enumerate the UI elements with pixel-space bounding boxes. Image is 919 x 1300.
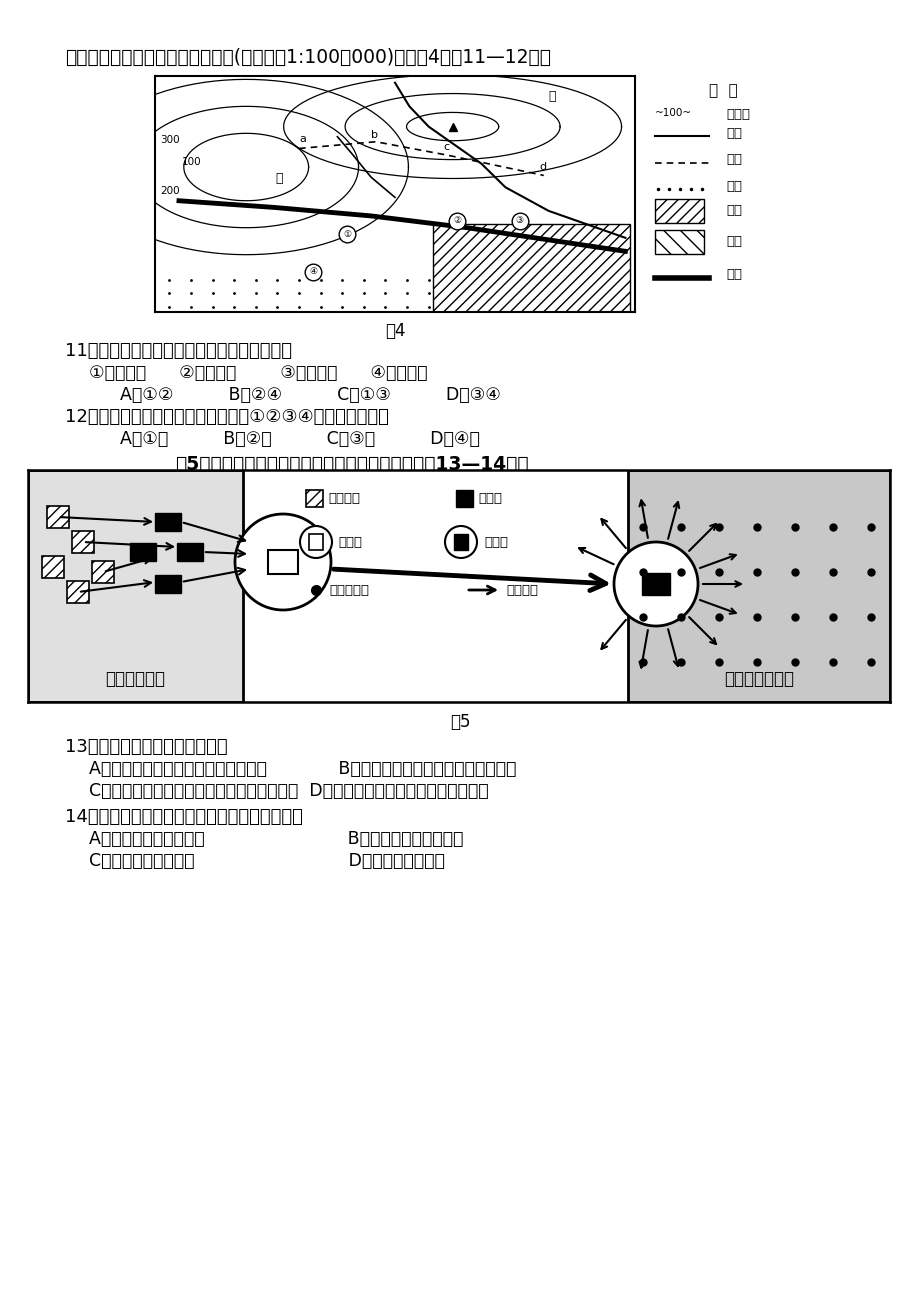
Text: 沙滩: 沙滩 bbox=[726, 179, 742, 192]
Text: 西部铜矿产区: 西部铜矿产区 bbox=[105, 670, 165, 688]
Bar bbox=[154, 514, 181, 530]
Text: 12．甲镇计划修建一个港口，在图中①②③④四处最合理的是: 12．甲镇计划修建一个港口，在图中①②③④四处最合理的是 bbox=[65, 408, 389, 426]
Text: 粗炼厂: 粗炼厂 bbox=[337, 536, 361, 549]
Circle shape bbox=[613, 542, 698, 627]
Bar bbox=[628, 471, 889, 702]
Text: 下图是我国东南沿海某城镇规划图(比例尺为1:100，000)。读图4回答11—12题。: 下图是我国东南沿海某城镇规划图(比例尺为1:100，000)。读图4回答11—1… bbox=[65, 48, 550, 68]
Bar bbox=[309, 534, 323, 550]
Text: a: a bbox=[299, 134, 305, 144]
Text: d: d bbox=[539, 162, 546, 173]
Text: 图5为美国铜矿资源开发布局指向示意图，读图回答13—14题。: 图5为美国铜矿资源开发布局指向示意图，读图回答13—14题。 bbox=[175, 455, 528, 474]
Text: A．加强加工厂之间联系                          B．加强与精炼厂的协作: A．加强加工厂之间联系 B．加强与精炼厂的协作 bbox=[78, 829, 463, 848]
Text: 200: 200 bbox=[160, 186, 179, 196]
Text: 精炼厂: 精炼厂 bbox=[483, 536, 507, 549]
Text: 采矿地点: 采矿地点 bbox=[328, 491, 359, 504]
Bar bbox=[42, 556, 64, 578]
Bar bbox=[67, 581, 89, 603]
Text: 铜材加工厂: 铜材加工厂 bbox=[329, 584, 369, 597]
Text: ④: ④ bbox=[309, 266, 317, 276]
Bar bbox=[130, 543, 156, 562]
Text: 甲: 甲 bbox=[275, 172, 282, 185]
Text: 城镇: 城镇 bbox=[726, 204, 742, 217]
Text: 乙: 乙 bbox=[548, 90, 555, 103]
Text: 公路: 公路 bbox=[726, 153, 742, 166]
Text: 图5: 图5 bbox=[449, 712, 470, 731]
Text: A．原料指向型工业和市场指向型工业             B．动力指向型工业和原料指向型工业: A．原料指向型工业和市场指向型工业 B．动力指向型工业和原料指向型工业 bbox=[78, 760, 516, 777]
Circle shape bbox=[234, 514, 331, 610]
Text: 等高线: 等高线 bbox=[726, 108, 750, 121]
Bar bbox=[641, 573, 669, 595]
Text: 东部铜材消费区: 东部铜材消费区 bbox=[723, 670, 793, 688]
Circle shape bbox=[300, 526, 332, 558]
Text: A．①处          B．②处          C．③处          D．④处: A．①处 B．②处 C．③处 D．④处 bbox=[98, 430, 480, 448]
Text: ①: ① bbox=[343, 230, 351, 239]
Text: ③: ③ bbox=[516, 217, 523, 225]
Text: 乡村: 乡村 bbox=[726, 235, 742, 248]
Bar bbox=[654, 199, 704, 222]
Bar bbox=[306, 490, 323, 507]
Text: 选矿厂: 选矿厂 bbox=[478, 491, 502, 504]
Bar bbox=[176, 543, 203, 562]
Text: ~100~: ~100~ bbox=[654, 108, 692, 117]
Polygon shape bbox=[433, 225, 630, 312]
Text: A．①②          B．②④          C．①③          D．③④: A．①② B．②④ C．①③ D．③④ bbox=[98, 386, 500, 404]
Bar bbox=[47, 506, 69, 528]
Text: 100: 100 bbox=[181, 157, 201, 168]
Bar bbox=[72, 530, 94, 552]
Text: 图  例: 图 例 bbox=[709, 83, 737, 99]
Bar bbox=[154, 575, 181, 593]
Text: 14．大量铜材加工厂布局在精炼厂附近，有利于: 14．大量铜材加工厂布局在精炼厂附近，有利于 bbox=[65, 809, 302, 826]
Text: 13．铜粗炼厂和精炼厂分别属于: 13．铜粗炼厂和精炼厂分别属于 bbox=[65, 738, 227, 757]
Text: 图4: 图4 bbox=[384, 322, 404, 341]
Bar bbox=[92, 562, 114, 582]
Text: c: c bbox=[443, 142, 448, 152]
Bar bbox=[654, 230, 704, 254]
Circle shape bbox=[445, 526, 476, 558]
Bar bbox=[456, 490, 472, 507]
Bar bbox=[453, 534, 468, 550]
Text: b: b bbox=[370, 130, 378, 140]
Text: C．扩大总体生产能力                            D．降低劳动力成本: C．扩大总体生产能力 D．降低劳动力成本 bbox=[78, 852, 445, 870]
Text: C．动力指向型工业和廉价劳动力指向型工业  D．原料指向型工业和技术指向型工业: C．动力指向型工业和廉价劳动力指向型工业 D．原料指向型工业和技术指向型工业 bbox=[78, 783, 488, 800]
Text: ②: ② bbox=[453, 217, 461, 225]
Text: 300: 300 bbox=[160, 135, 179, 146]
Bar bbox=[267, 550, 298, 575]
Text: 运输方向: 运输方向 bbox=[505, 584, 538, 597]
Text: ①穿越河流      ②临近港湾        ③穿越城区      ④坡度太大: ①穿越河流 ②临近港湾 ③穿越城区 ④坡度太大 bbox=[78, 364, 427, 382]
Bar bbox=[28, 471, 243, 702]
Text: 铁路: 铁路 bbox=[726, 268, 742, 281]
Text: 河流: 河流 bbox=[726, 127, 742, 140]
Text: 11．图中铁路分布存在着明显的问题，主要是: 11．图中铁路分布存在着明显的问题，主要是 bbox=[65, 342, 291, 360]
